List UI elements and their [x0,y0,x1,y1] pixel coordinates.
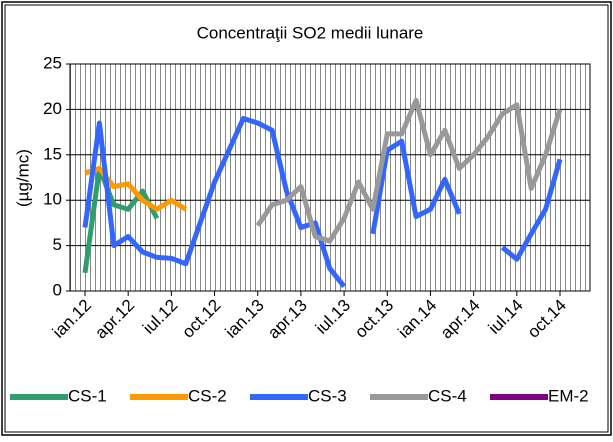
y-tick-label: 5 [53,235,62,254]
chart-title: Concentraţii SO2 medii lunare [197,23,424,42]
legend-label: CS-2 [188,386,227,405]
y-tick-label: 20 [43,99,62,118]
y-axis-label: (µg/mc) [13,149,32,207]
legend-label: CS-3 [308,386,347,405]
y-tick-label: 10 [43,190,62,209]
legend-label: CS-1 [68,386,107,405]
legend-label: EM-2 [548,386,589,405]
series-line [82,165,160,274]
series-line [84,165,188,212]
y-tick-label: 25 [43,53,62,72]
y-tick-label: 15 [43,144,62,163]
y-tick-label: 0 [53,280,62,299]
series-line [255,97,563,244]
series-line [82,115,563,289]
legend-label: CS-4 [428,386,467,405]
frame-inner [4,4,609,433]
plot-area [69,63,591,292]
